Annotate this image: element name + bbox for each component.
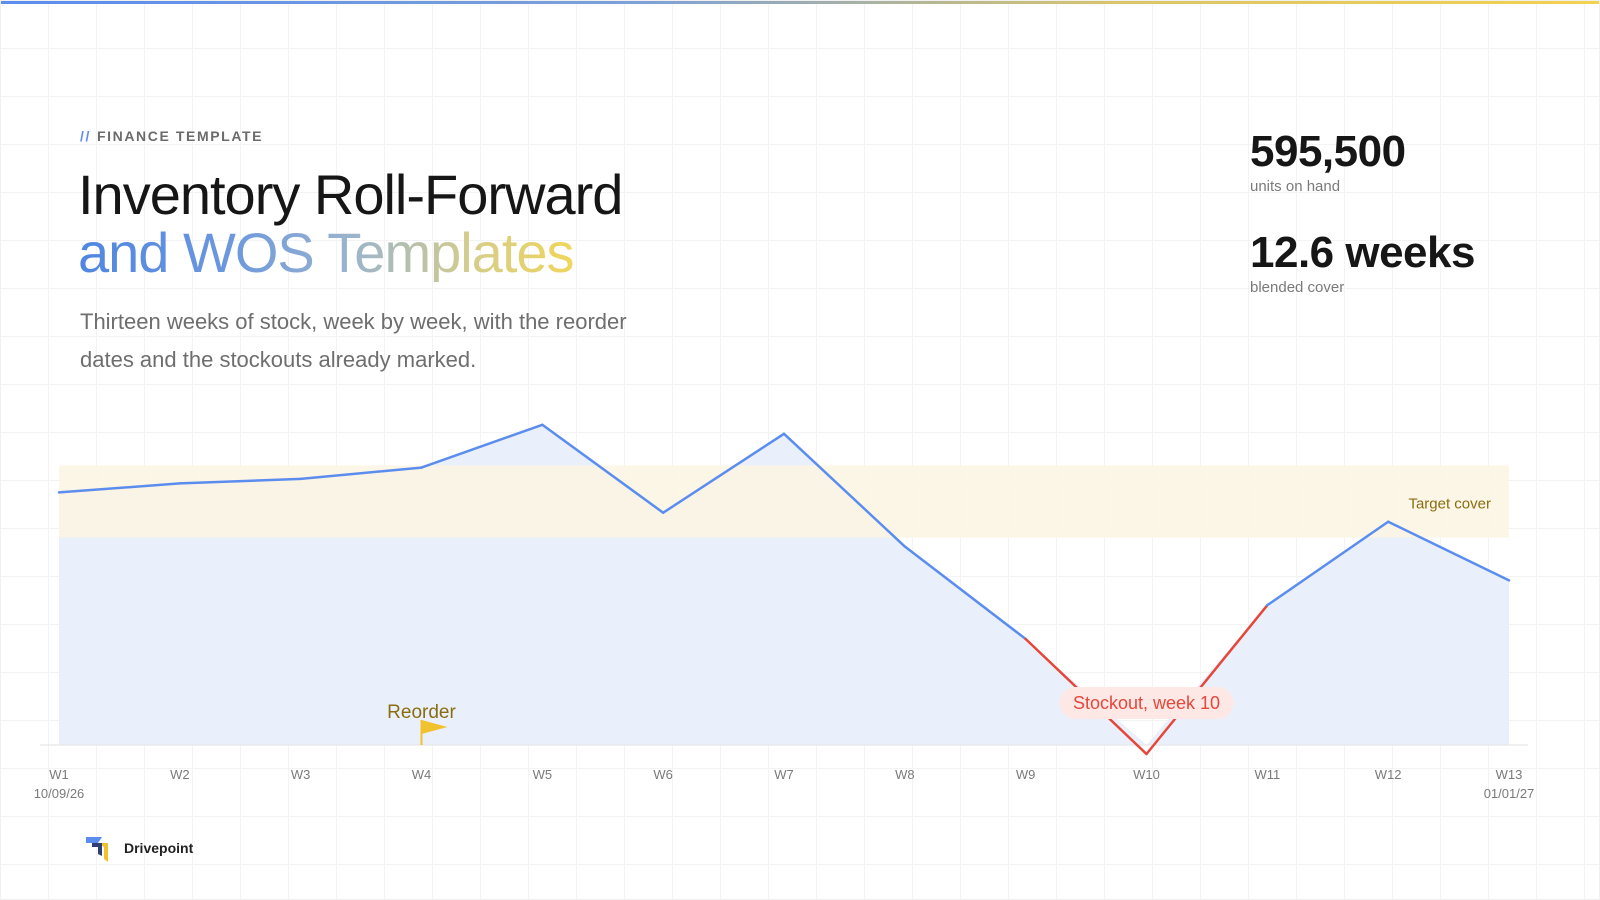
top-gradient-bar — [0, 0, 1600, 4]
eyebrow: // FINANCE TEMPLATE — [80, 128, 263, 144]
brand: Drivepoint — [84, 834, 193, 862]
series-segment — [1386, 520, 1511, 582]
target-cover-band — [59, 465, 1509, 538]
series-segment — [420, 423, 544, 469]
series-segment — [541, 423, 665, 514]
series-segment — [782, 432, 907, 548]
stockout-label: Stockout, week 10 — [1073, 693, 1220, 713]
series-segment — [57, 482, 182, 494]
x-tick-label: W11 — [1254, 767, 1280, 782]
eyebrow-slashes: // — [80, 128, 91, 144]
brand-name: Drivepoint — [124, 840, 194, 856]
x-tick-label: W9 — [1016, 767, 1036, 782]
x-tick-label: W10 — [1133, 767, 1160, 782]
x-tick-label: W3 — [291, 767, 311, 782]
drivepoint-logo-icon — [86, 837, 108, 862]
stat-units-on-hand: 595,500 units on hand — [1250, 127, 1406, 196]
x-end-date-label: 01/01/27 — [1484, 786, 1535, 801]
series-segment — [1266, 520, 1390, 607]
stat-label: blended cover — [1250, 279, 1345, 296]
series-segment — [903, 545, 1027, 641]
reorder-flag-icon — [421, 720, 448, 734]
x-tick-label: W1 — [49, 767, 69, 782]
page-subtitle: Thirteen weeks of stock, week by week, w… — [80, 309, 627, 372]
title-line-2: and WOS Templates — [78, 221, 575, 284]
x-tick-label: W8 — [895, 767, 915, 782]
stockout-segment — [1145, 603, 1269, 756]
stat-label: units on hand — [1250, 178, 1341, 195]
series-segment — [661, 432, 786, 514]
stat-value: 595,500 — [1250, 127, 1406, 176]
x-start-date-label: 10/09/26 — [34, 786, 85, 801]
x-tick-label: W2 — [170, 767, 190, 782]
stockout-pill — [1059, 687, 1234, 719]
x-tick-label: W13 — [1496, 767, 1523, 782]
stat-value: 12.6 weeks — [1250, 228, 1475, 277]
x-tick-label: W12 — [1375, 767, 1402, 782]
x-tick-label: W5 — [533, 767, 553, 782]
series-segment — [299, 466, 423, 481]
eyebrow-text: FINANCE TEMPLATE — [96, 128, 264, 144]
page-title: Inventory Roll-Forward and WOS Templates — [78, 163, 623, 284]
x-tick-label: W7 — [774, 767, 794, 782]
series-segment — [178, 477, 302, 485]
reorder-label: Reorder — [387, 702, 456, 723]
target-cover-label: Target cover — [1408, 495, 1491, 512]
x-tick-label: W6 — [653, 767, 673, 782]
x-tick-label: W4 — [412, 767, 432, 782]
title-line-1: Inventory Roll-Forward — [78, 163, 623, 226]
stat-blended-cover: 12.6 weeks blended cover — [1250, 228, 1475, 297]
